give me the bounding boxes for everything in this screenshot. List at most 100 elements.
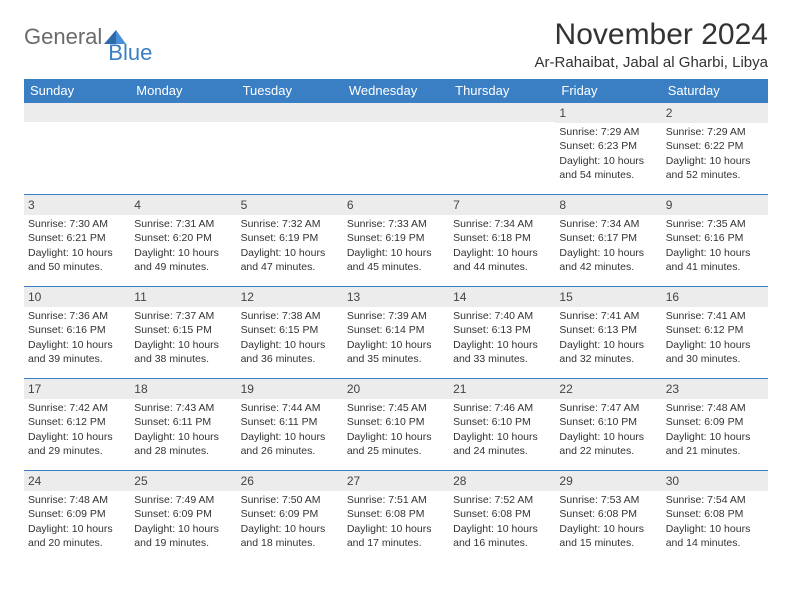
sunset-line: Sunset: 6:15 PM (241, 323, 339, 337)
logo-text-general: General (24, 24, 102, 50)
daylight-line-2: and 44 minutes. (453, 260, 551, 274)
sunrise-line: Sunrise: 7:32 AM (241, 217, 339, 231)
day-details: Sunrise: 7:33 AMSunset: 6:19 PMDaylight:… (343, 215, 449, 278)
day-details: Sunrise: 7:37 AMSunset: 6:15 PMDaylight:… (130, 307, 236, 370)
day-details: Sunrise: 7:42 AMSunset: 6:12 PMDaylight:… (24, 399, 130, 462)
sunset-line: Sunset: 6:08 PM (666, 507, 764, 521)
day-number: 20 (343, 379, 449, 399)
daylight-line-1: Daylight: 10 hours (347, 522, 445, 536)
calendar-day-cell: 30Sunrise: 7:54 AMSunset: 6:08 PMDayligh… (662, 471, 768, 563)
daylight-line-2: and 50 minutes. (28, 260, 126, 274)
sunrise-line: Sunrise: 7:30 AM (28, 217, 126, 231)
daylight-line-1: Daylight: 10 hours (347, 430, 445, 444)
day-details: Sunrise: 7:41 AMSunset: 6:13 PMDaylight:… (555, 307, 661, 370)
calendar-day-cell: 26Sunrise: 7:50 AMSunset: 6:09 PMDayligh… (237, 471, 343, 563)
sunrise-line: Sunrise: 7:47 AM (559, 401, 657, 415)
daylight-line-1: Daylight: 10 hours (28, 246, 126, 260)
sunrise-line: Sunrise: 7:53 AM (559, 493, 657, 507)
day-details: Sunrise: 7:32 AMSunset: 6:19 PMDaylight:… (237, 215, 343, 278)
empty-day-header (130, 103, 236, 122)
daylight-line-2: and 21 minutes. (666, 444, 764, 458)
calendar-day-cell: 15Sunrise: 7:41 AMSunset: 6:13 PMDayligh… (555, 287, 661, 379)
calendar-day-cell: 9Sunrise: 7:35 AMSunset: 6:16 PMDaylight… (662, 195, 768, 287)
day-number: 17 (24, 379, 130, 399)
daylight-line-2: and 54 minutes. (559, 168, 657, 182)
daylight-line-2: and 41 minutes. (666, 260, 764, 274)
day-number: 9 (662, 195, 768, 215)
day-details: Sunrise: 7:40 AMSunset: 6:13 PMDaylight:… (449, 307, 555, 370)
daylight-line-1: Daylight: 10 hours (666, 338, 764, 352)
sunrise-line: Sunrise: 7:29 AM (666, 125, 764, 139)
day-number: 12 (237, 287, 343, 307)
day-details: Sunrise: 7:30 AMSunset: 6:21 PMDaylight:… (24, 215, 130, 278)
daylight-line-1: Daylight: 10 hours (559, 522, 657, 536)
daylight-line-1: Daylight: 10 hours (453, 246, 551, 260)
daylight-line-1: Daylight: 10 hours (134, 522, 232, 536)
empty-day-header (237, 103, 343, 122)
day-number: 1 (555, 103, 661, 123)
sunrise-line: Sunrise: 7:51 AM (347, 493, 445, 507)
day-number: 22 (555, 379, 661, 399)
day-details: Sunrise: 7:49 AMSunset: 6:09 PMDaylight:… (130, 491, 236, 554)
sunrise-line: Sunrise: 7:29 AM (559, 125, 657, 139)
logo: General Blue (24, 18, 152, 50)
daylight-line-2: and 28 minutes. (134, 444, 232, 458)
daylight-line-1: Daylight: 10 hours (666, 430, 764, 444)
day-number: 18 (130, 379, 236, 399)
weekday-header: Tuesday (237, 79, 343, 103)
daylight-line-1: Daylight: 10 hours (241, 430, 339, 444)
daylight-line-1: Daylight: 10 hours (28, 338, 126, 352)
sunrise-line: Sunrise: 7:31 AM (134, 217, 232, 231)
day-number: 28 (449, 471, 555, 491)
daylight-line-1: Daylight: 10 hours (666, 522, 764, 536)
calendar-week-row: 17Sunrise: 7:42 AMSunset: 6:12 PMDayligh… (24, 379, 768, 471)
daylight-line-1: Daylight: 10 hours (666, 246, 764, 260)
sunrise-line: Sunrise: 7:43 AM (134, 401, 232, 415)
daylight-line-1: Daylight: 10 hours (28, 522, 126, 536)
sunrise-line: Sunrise: 7:34 AM (559, 217, 657, 231)
day-details: Sunrise: 7:38 AMSunset: 6:15 PMDaylight:… (237, 307, 343, 370)
day-number: 7 (449, 195, 555, 215)
day-number: 29 (555, 471, 661, 491)
title-block: November 2024 Ar-Rahaibat, Jabal al Ghar… (535, 18, 768, 71)
sunset-line: Sunset: 6:12 PM (28, 415, 126, 429)
daylight-line-2: and 14 minutes. (666, 536, 764, 550)
calendar-day-cell (130, 103, 236, 195)
daylight-line-2: and 17 minutes. (347, 536, 445, 550)
day-number: 6 (343, 195, 449, 215)
day-number: 15 (555, 287, 661, 307)
daylight-line-2: and 32 minutes. (559, 352, 657, 366)
daylight-line-2: and 45 minutes. (347, 260, 445, 274)
logo-text-blue: Blue (108, 40, 152, 66)
sunset-line: Sunset: 6:16 PM (666, 231, 764, 245)
daylight-line-2: and 15 minutes. (559, 536, 657, 550)
daylight-line-1: Daylight: 10 hours (453, 522, 551, 536)
day-number: 3 (24, 195, 130, 215)
daylight-line-1: Daylight: 10 hours (241, 246, 339, 260)
daylight-line-2: and 19 minutes. (134, 536, 232, 550)
sunrise-line: Sunrise: 7:49 AM (134, 493, 232, 507)
sunset-line: Sunset: 6:14 PM (347, 323, 445, 337)
weekday-header: Wednesday (343, 79, 449, 103)
daylight-line-2: and 24 minutes. (453, 444, 551, 458)
day-details: Sunrise: 7:39 AMSunset: 6:14 PMDaylight:… (343, 307, 449, 370)
calendar-body: 1Sunrise: 7:29 AMSunset: 6:23 PMDaylight… (24, 103, 768, 563)
daylight-line-1: Daylight: 10 hours (134, 246, 232, 260)
daylight-line-1: Daylight: 10 hours (453, 338, 551, 352)
calendar-day-cell: 4Sunrise: 7:31 AMSunset: 6:20 PMDaylight… (130, 195, 236, 287)
day-details: Sunrise: 7:47 AMSunset: 6:10 PMDaylight:… (555, 399, 661, 462)
daylight-line-1: Daylight: 10 hours (241, 522, 339, 536)
sunset-line: Sunset: 6:19 PM (347, 231, 445, 245)
daylight-line-2: and 42 minutes. (559, 260, 657, 274)
sunrise-line: Sunrise: 7:34 AM (453, 217, 551, 231)
calendar-day-cell: 22Sunrise: 7:47 AMSunset: 6:10 PMDayligh… (555, 379, 661, 471)
sunset-line: Sunset: 6:09 PM (134, 507, 232, 521)
sunset-line: Sunset: 6:08 PM (453, 507, 551, 521)
empty-day-header (24, 103, 130, 122)
calendar-day-cell: 8Sunrise: 7:34 AMSunset: 6:17 PMDaylight… (555, 195, 661, 287)
day-number: 19 (237, 379, 343, 399)
sunrise-line: Sunrise: 7:41 AM (559, 309, 657, 323)
sunrise-line: Sunrise: 7:38 AM (241, 309, 339, 323)
calendar-day-cell (343, 103, 449, 195)
daylight-line-2: and 26 minutes. (241, 444, 339, 458)
